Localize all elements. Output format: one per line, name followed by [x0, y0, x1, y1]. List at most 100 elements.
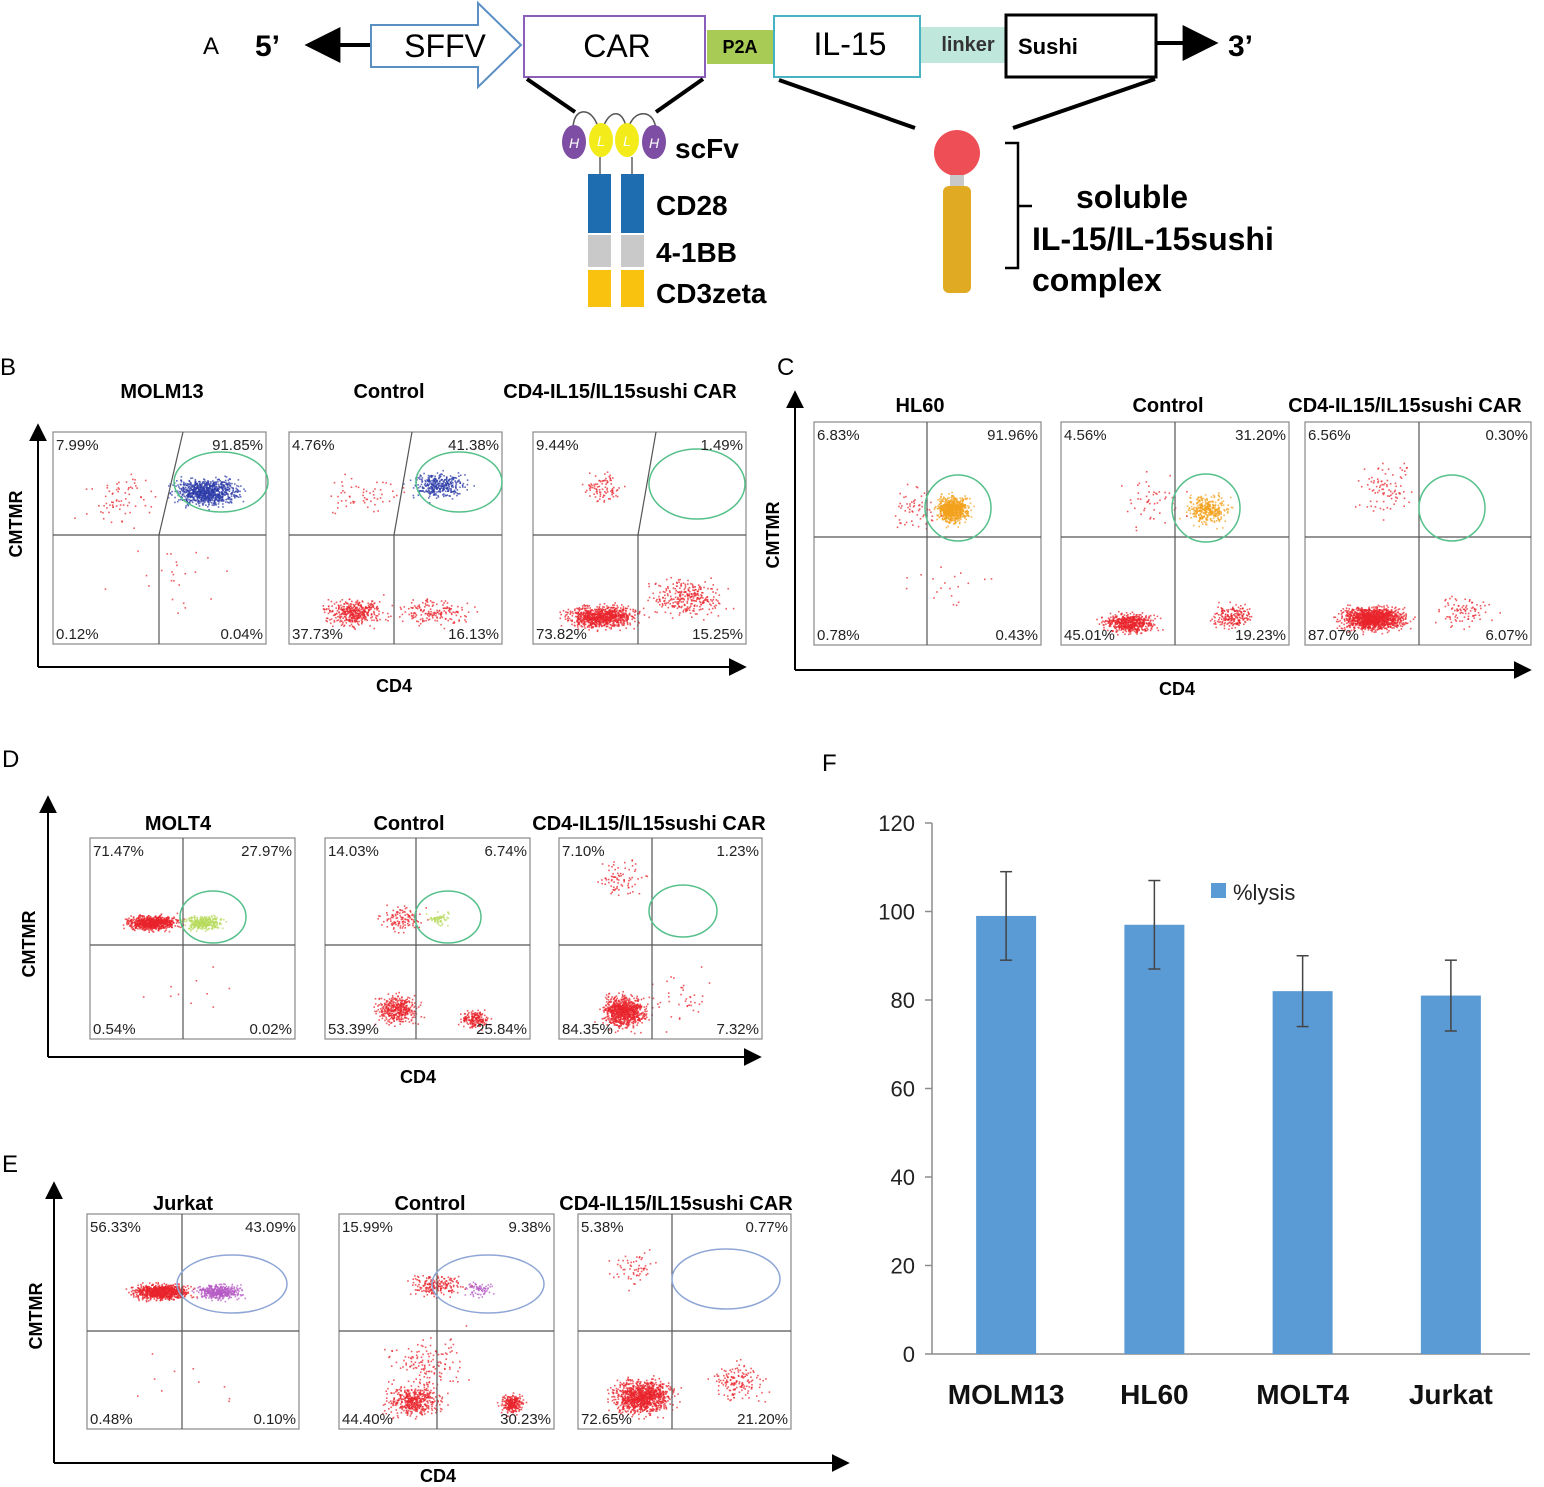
scfv-heavy-chain-left	[562, 125, 586, 159]
event-dots	[125, 1282, 247, 1403]
y-tick-label: 80	[891, 988, 915, 1013]
plot-frame	[1304, 421, 1532, 646]
quadrant-gate-tilted	[158, 431, 184, 536]
quadrant-lower-right-value: 6.07%	[1485, 627, 1528, 644]
sushi-molecule-bar	[943, 186, 971, 293]
quadrant-gate-tilted	[393, 431, 413, 536]
quadrant-upper-right-value: 31.20%	[1235, 427, 1286, 444]
quadrant-upper-right-value: 1.49%	[700, 437, 743, 454]
quadrant-upper-right-value: 0.30%	[1485, 427, 1528, 444]
quadrant-lower-right-value: 21.20%	[737, 1411, 788, 1428]
plot-title: HL60	[896, 395, 945, 417]
x-axis-label: CD4	[376, 676, 412, 696]
linker-label: linker	[941, 34, 995, 56]
bar-molt4	[1272, 991, 1333, 1354]
plot-frame	[577, 1213, 792, 1430]
quadrant-lower-left-value: 72.65%	[581, 1411, 632, 1428]
panel-a-label: A	[203, 33, 219, 60]
car-box	[523, 15, 706, 78]
quadrant-upper-left-value: 6.83%	[817, 427, 860, 444]
panel-b: B CMTMR CD4 MOLM13 7.99% 91.85% 0.12% 0.04% Cont…	[0, 354, 747, 696]
event-dots	[594, 859, 711, 1035]
quadrant-lower-left-value: 0.12%	[56, 626, 99, 643]
x-axis-label: CD4	[1159, 679, 1195, 699]
dot-plot: CD4-IL15/IL15sushi CAR 7.10% 1.23% 84.35% 7.…	[532, 813, 766, 1040]
quadrant-upper-right-value: 43.09%	[245, 1219, 296, 1236]
y-tick-label: 20	[891, 1254, 915, 1279]
quadrant-upper-left-value: 9.44%	[536, 437, 579, 454]
complex-bracket	[1005, 141, 1032, 270]
quadrant-lower-right-value: 30.23%	[500, 1411, 551, 1428]
category-label: MOLM13	[948, 1379, 1065, 1410]
quadrant-upper-left-value: 56.33%	[90, 1219, 141, 1236]
plot-title: MOLT4	[145, 813, 212, 835]
sffv-label: SFFV	[404, 28, 486, 64]
plot-title: CD4-IL15/IL15sushi CAR	[1288, 395, 1522, 417]
quadrant-lower-right-value: 15.25%	[692, 626, 743, 643]
cd3zeta-label: CD3zeta	[656, 278, 767, 309]
x-axis-label: CD4	[420, 1466, 456, 1486]
quadrant-upper-left-value: 71.47%	[93, 843, 144, 860]
category-label: MOLT4	[1256, 1379, 1349, 1410]
panel-e-label: E	[2, 1151, 18, 1178]
legend-swatch	[1211, 883, 1226, 898]
dot-plot: CD4-IL15/IL15sushi CAR 5.38% 0.77% 72.65% 21…	[559, 1193, 793, 1430]
plot-frame	[338, 1213, 555, 1430]
quadrant-lower-left-value: 0.48%	[90, 1411, 133, 1428]
event-dots	[894, 483, 993, 607]
quadrant-lower-left-value: 37.73%	[292, 626, 343, 643]
target-gate-ellipse	[648, 448, 746, 520]
plot-frame	[89, 837, 296, 1040]
plot-title: CD4-IL15/IL15sushi CAR	[532, 813, 766, 835]
quadrant-upper-right-value: 6.74%	[484, 843, 527, 860]
event-dots	[74, 473, 247, 614]
target-gate-ellipse	[173, 451, 269, 513]
cd28-domain-left	[588, 174, 611, 233]
target-gate-ellipse	[179, 890, 247, 944]
sffv-promoter-arrow	[370, 0, 523, 90]
target-gate-ellipse	[924, 474, 992, 542]
plot-title: Control	[353, 381, 424, 403]
category-label: Jurkat	[1409, 1379, 1493, 1410]
target-gate-ellipse	[176, 1254, 288, 1314]
quadrant-lower-left-value: 87.07%	[1308, 627, 1359, 644]
quadrant-lower-right-value: 19.23%	[1235, 627, 1286, 644]
complex-label-line-1: soluble	[1076, 179, 1188, 215]
quadrant-lower-right-value: 16.13%	[448, 626, 499, 643]
cd3zeta-domain-left	[588, 270, 611, 307]
panel-e: E CMTMR CD4 Jurkat 56.33% 43.09% 0.48% 0.10% Con…	[2, 1151, 850, 1486]
quadrant-upper-left-value: 6.56%	[1308, 427, 1351, 444]
il15-label: IL-15	[814, 26, 887, 62]
quadrant-upper-right-value: 0.77%	[745, 1219, 788, 1236]
panel-c-label: C	[777, 354, 794, 381]
plot-frame	[532, 431, 747, 645]
car-expand-line-left	[525, 77, 577, 114]
plot-frame	[86, 1213, 300, 1430]
quadrant-upper-left-value: 14.03%	[328, 843, 379, 860]
plot-title: CD4-IL15/IL15sushi CAR	[503, 381, 737, 403]
quadrant-upper-right-value: 9.38%	[508, 1219, 551, 1236]
plot-frame	[558, 837, 763, 1040]
quadrant-lower-left-value: 73.82%	[536, 626, 587, 643]
scfv-heavy-chain-right	[642, 125, 666, 159]
plot-title: Control	[394, 1193, 465, 1215]
quadrant-lower-right-value: 25.84%	[476, 1021, 527, 1038]
y-axis-label: CMTMR	[6, 491, 26, 558]
4-1bb-domain-left	[588, 235, 611, 267]
event-dots	[373, 904, 493, 1031]
plot-title: CD4-IL15/IL15sushi CAR	[559, 1193, 793, 1215]
plot-frame	[288, 431, 503, 645]
car-expand-line-right	[654, 77, 705, 114]
flow-cytometry-panels: B CMTMR CD4 MOLM13 7.99% 91.85% 0.12% 0.04% Cont…	[0, 354, 1532, 1486]
quadrant-upper-right-value: 91.85%	[212, 437, 263, 454]
panel-b-label: B	[0, 354, 16, 381]
y-tick-label: 40	[891, 1165, 915, 1190]
cd28-domain-right	[621, 174, 644, 233]
dot-plot: HL60 6.83% 91.96% 0.78% 0.43%	[813, 395, 1042, 646]
dot-plot: Control 4.76% 41.38% 37.73% 16.13%	[288, 381, 503, 645]
sushi-label: Sushi	[1018, 34, 1078, 59]
